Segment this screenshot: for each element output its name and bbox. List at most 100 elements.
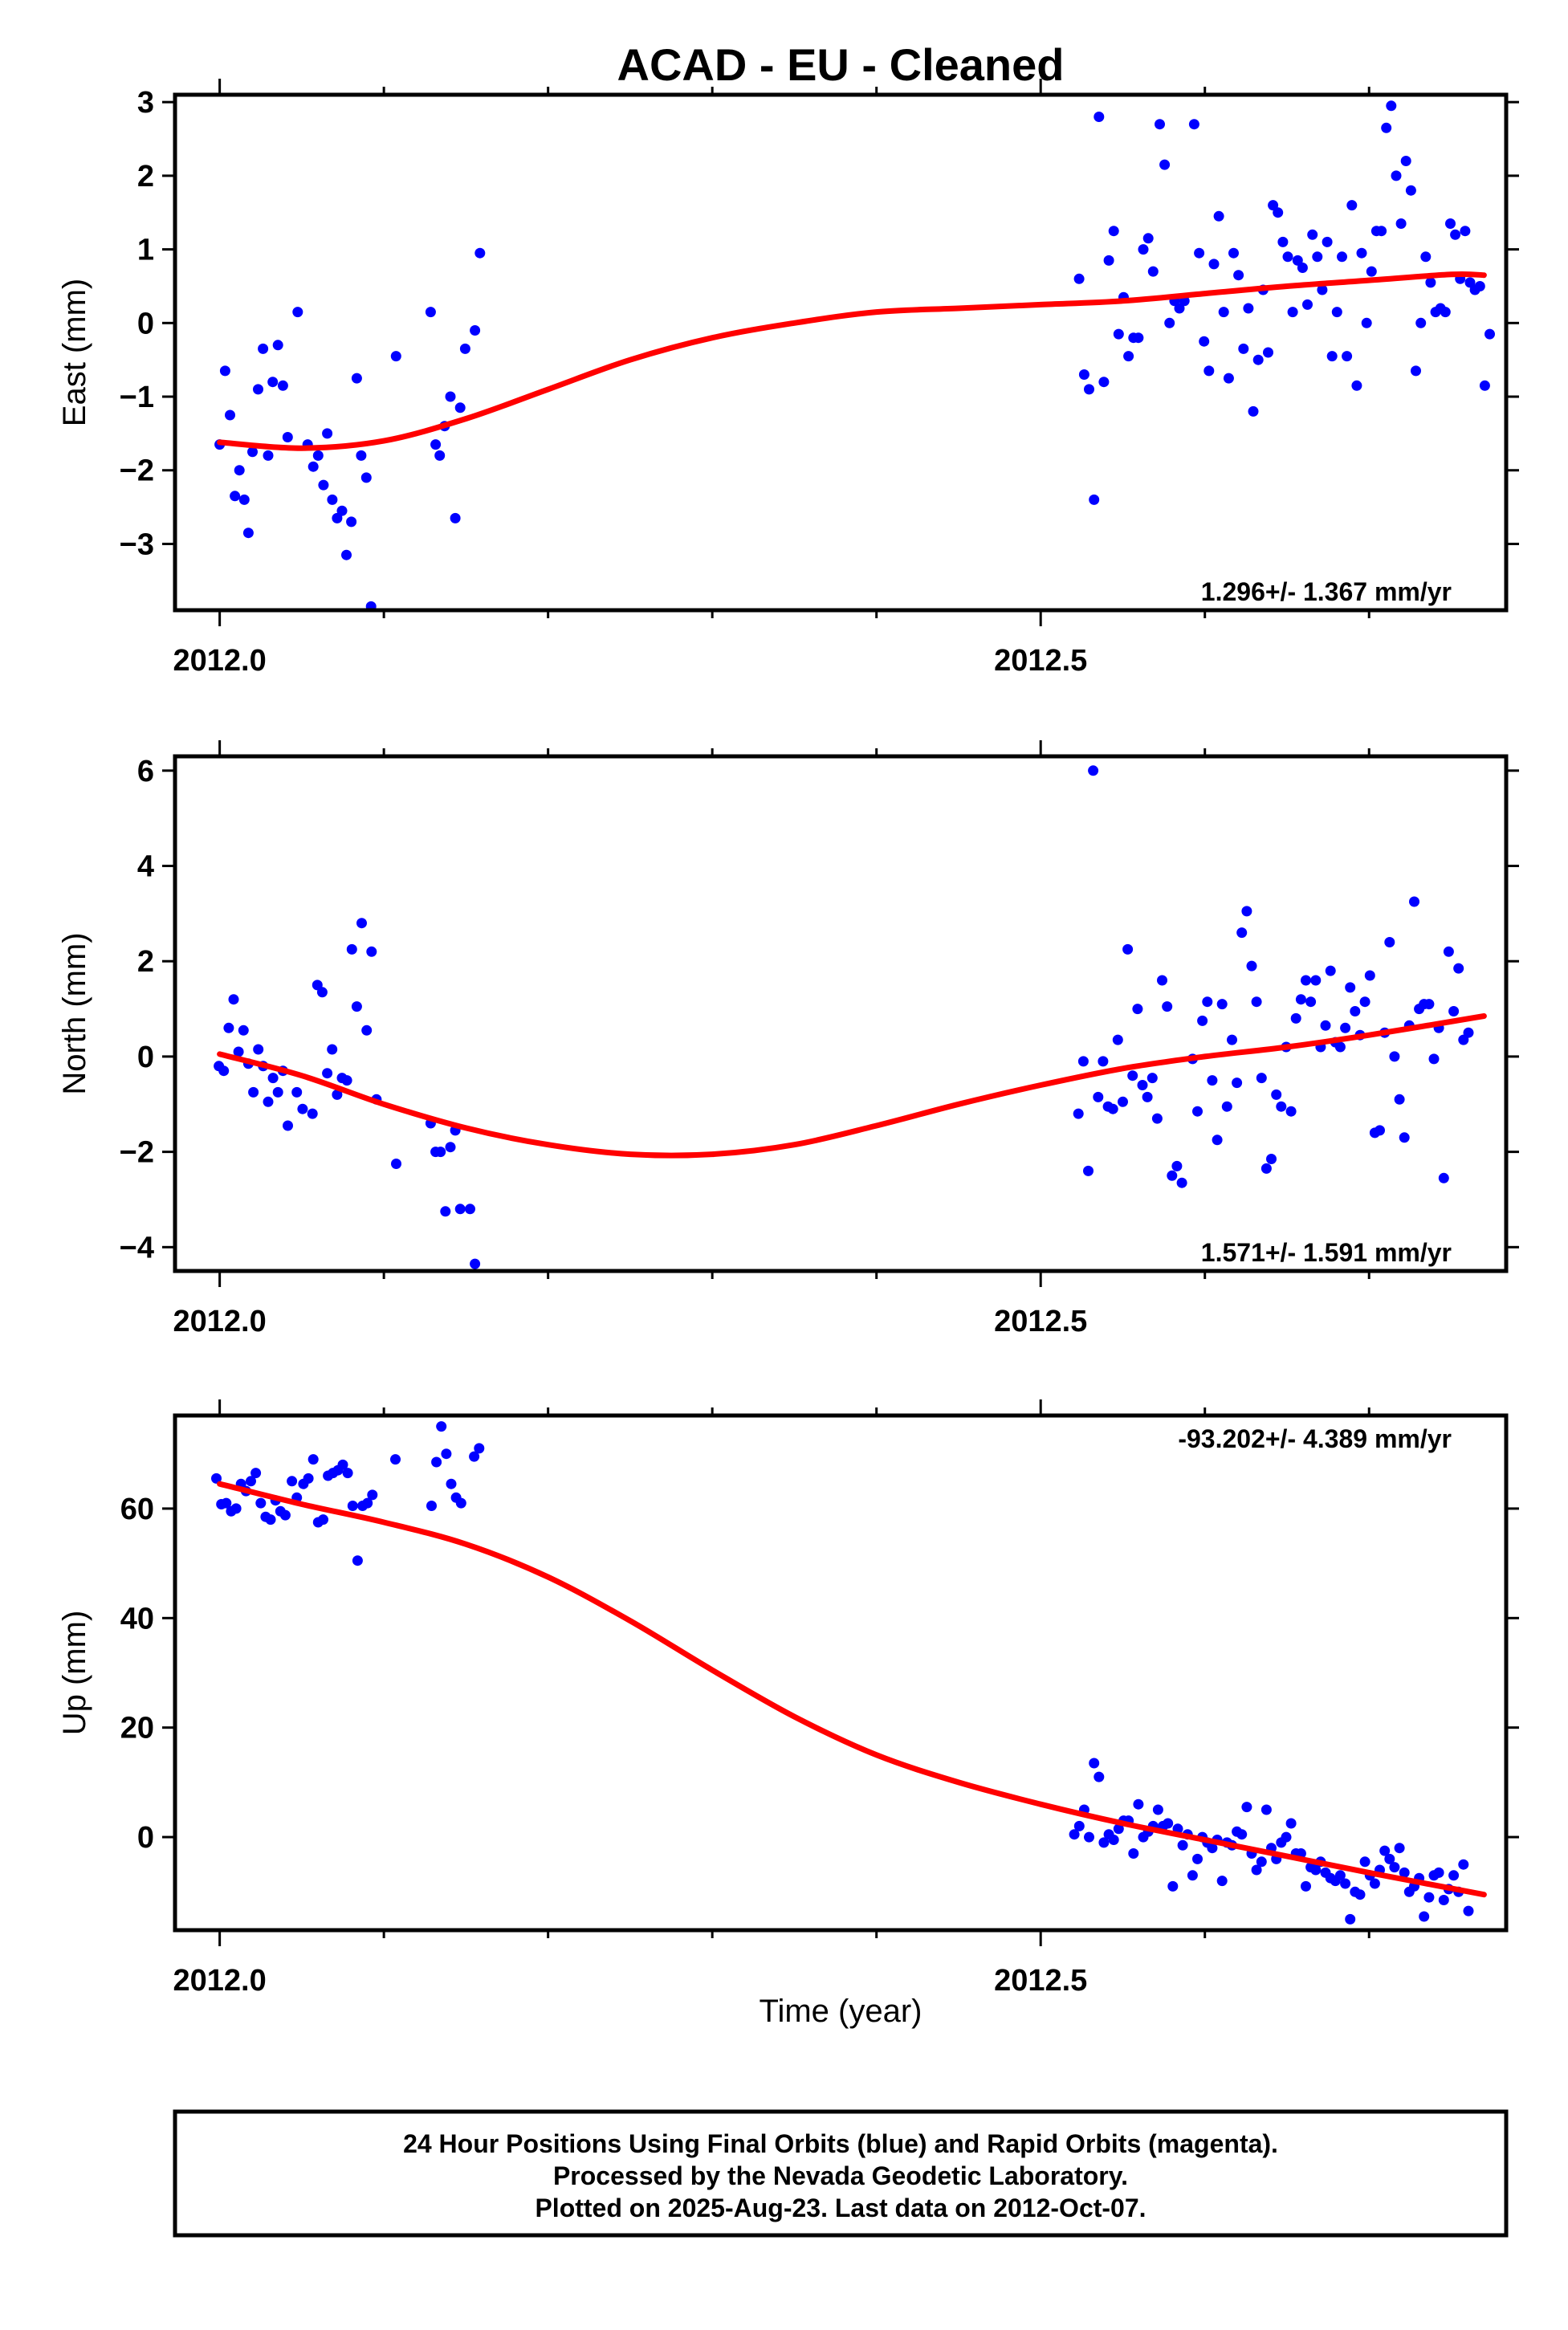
data-point	[1263, 347, 1273, 358]
data-point	[1301, 975, 1311, 986]
data-point	[1122, 943, 1134, 955]
data-point	[1425, 277, 1436, 288]
data-point	[1069, 1829, 1080, 1840]
data-point	[1216, 1876, 1228, 1887]
data-point	[1379, 1845, 1391, 1856]
data-point	[307, 1454, 319, 1465]
data-point	[1285, 1818, 1297, 1829]
data-point	[1297, 263, 1308, 273]
data-point	[1445, 218, 1456, 229]
data-point	[1359, 1856, 1370, 1868]
data-point	[1273, 207, 1284, 218]
y-tick-label: −2	[120, 1136, 154, 1170]
data-point	[1440, 307, 1451, 318]
y-tick-label: −3	[120, 528, 154, 561]
data-point	[1281, 1831, 1292, 1843]
data-point	[1345, 1913, 1356, 1925]
data-point	[272, 340, 283, 351]
data-point	[434, 450, 446, 461]
data-point	[1310, 1864, 1322, 1876]
data-point	[365, 601, 377, 610]
data-point	[1212, 1134, 1223, 1146]
data-point	[1218, 307, 1229, 318]
data-point	[1307, 229, 1318, 240]
data-point	[1107, 1103, 1118, 1114]
data-point	[469, 1451, 480, 1462]
y-axis-label: Up (mm)	[57, 1611, 92, 1736]
data-point	[351, 373, 362, 384]
data-point	[441, 1448, 452, 1460]
data-point	[1098, 377, 1110, 388]
data-point	[287, 1476, 298, 1487]
caption-box	[173, 2109, 1509, 2238]
data-point	[247, 446, 258, 458]
data-point	[1083, 1165, 1094, 1176]
data-point	[1137, 1080, 1148, 1090]
data-point	[1317, 284, 1328, 295]
data-point	[426, 1501, 437, 1511]
data-point	[1350, 1006, 1361, 1016]
data-point	[1395, 218, 1407, 229]
data-point	[272, 1086, 283, 1098]
data-point	[1325, 965, 1336, 976]
data-point	[1419, 1911, 1430, 1922]
plot-area	[214, 100, 1495, 610]
data-point	[1295, 994, 1306, 1005]
data-point	[1381, 122, 1392, 133]
data-point	[1463, 1027, 1474, 1038]
data-point	[219, 365, 230, 377]
data-point	[1356, 247, 1367, 259]
data-point	[1261, 1804, 1272, 1815]
data-point	[1157, 975, 1167, 986]
data-point	[1098, 1837, 1110, 1848]
data-point	[1152, 1804, 1163, 1815]
data-point	[1277, 236, 1289, 247]
data-point	[1162, 1001, 1173, 1012]
data-point	[1354, 1889, 1366, 1900]
data-point	[1177, 1839, 1188, 1851]
data-point	[1261, 1163, 1272, 1174]
data-point	[250, 1468, 262, 1479]
rate-annotation: -93.202+/- 4.389 mm/yr	[1178, 1424, 1452, 1453]
data-point	[1326, 351, 1338, 362]
data-point	[1223, 373, 1234, 384]
data-point	[1384, 1853, 1395, 1864]
data-point	[1271, 1089, 1282, 1100]
data-point	[465, 1204, 475, 1215]
data-point	[1159, 159, 1171, 170]
data-point	[1238, 343, 1249, 354]
data-point	[246, 1476, 256, 1487]
data-point	[312, 450, 324, 461]
data-point	[1127, 1070, 1138, 1081]
data-point	[356, 450, 367, 461]
data-point	[263, 450, 274, 461]
plot-frame	[173, 1413, 1509, 1933]
data-point	[1448, 1006, 1460, 1016]
data-point	[1256, 1073, 1267, 1084]
data-point	[1337, 251, 1347, 263]
data-point	[1094, 1771, 1105, 1782]
data-point	[1453, 963, 1464, 974]
data-point	[1399, 1132, 1410, 1143]
data-point	[435, 1147, 446, 1158]
data-point	[341, 549, 352, 560]
data-point	[292, 307, 303, 318]
data-point	[1364, 970, 1375, 981]
data-point	[362, 1497, 373, 1509]
data-point	[322, 1068, 333, 1079]
data-point	[230, 491, 241, 502]
data-point	[1089, 1758, 1100, 1769]
data-point	[474, 1443, 485, 1454]
data-point	[1351, 380, 1362, 391]
data-point	[1073, 1108, 1084, 1119]
data-point	[1305, 996, 1317, 1008]
data-point	[1292, 255, 1303, 266]
data-point	[318, 479, 329, 491]
data-point	[1167, 1880, 1179, 1892]
data-point	[450, 512, 461, 523]
x-axis-label: Time (year)	[760, 1994, 922, 2029]
data-point	[1438, 1172, 1449, 1183]
data-point	[1142, 233, 1154, 244]
data-point	[336, 505, 348, 516]
